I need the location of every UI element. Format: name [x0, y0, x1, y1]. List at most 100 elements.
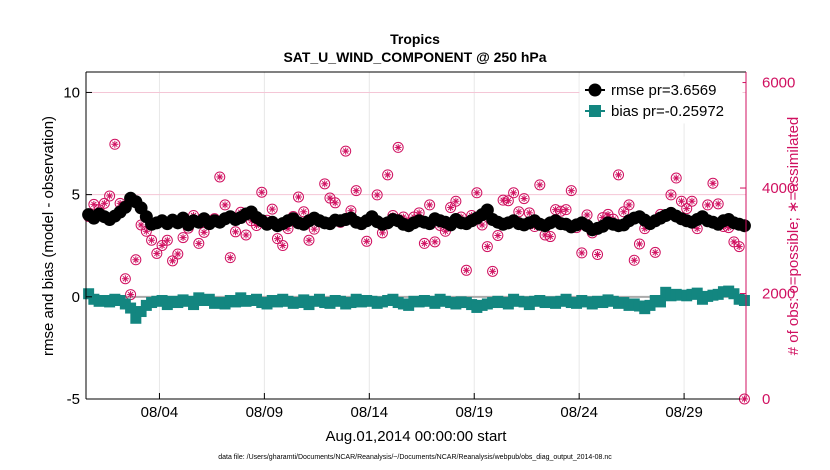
- obs-assimilated-stroke: [599, 214, 606, 221]
- obs-count-point: [130, 254, 142, 266]
- obs-possible-marker: [146, 234, 158, 246]
- obs-possible-marker: [319, 178, 331, 190]
- y-axis-right-label: # of obs: o=possible; ∗=assimilated: [785, 117, 802, 356]
- obs-count-point: [98, 197, 110, 209]
- obs-assimilated-stroke: [578, 250, 585, 256]
- obs-possible-marker: [471, 187, 483, 199]
- obs-assimilated-stroke: [148, 237, 155, 244]
- obs-possible-marker: [665, 189, 677, 201]
- obs-count-point: [413, 207, 425, 219]
- obs-assimilated-stroke: [683, 205, 690, 212]
- obs-count-point: [712, 198, 724, 210]
- legend-bias-marker: [589, 105, 601, 117]
- x-axis-label: Aug.01,2014 00:00:00 start: [326, 428, 508, 445]
- obs-count-point: [392, 141, 404, 153]
- obs-possible-marker: [613, 169, 625, 181]
- obs-assimilated-stroke: [180, 234, 186, 241]
- y-tick-label: 10: [63, 84, 80, 101]
- obs-assimilated-stroke: [704, 202, 711, 208]
- obs-assimilated-stroke: [321, 181, 328, 187]
- y-right-tick-label: 0: [762, 391, 770, 408]
- obs-count-point: [429, 236, 441, 248]
- obs-count-point: [670, 172, 682, 184]
- obs-count-point: [576, 247, 588, 259]
- obs-assimilated-stroke: [426, 202, 433, 208]
- obs-possible-marker: [487, 265, 499, 277]
- obs-count-point: [513, 206, 525, 218]
- obs-possible-marker: [592, 248, 604, 260]
- obs-assimilated-stroke: [379, 230, 386, 236]
- bias-point: [125, 302, 137, 314]
- obs-assimilated-stroke: [568, 187, 575, 194]
- obs-assimilated-stroke: [384, 172, 391, 178]
- obs-assimilated-stroke: [295, 194, 302, 200]
- obs-assimilated-stroke: [510, 189, 517, 196]
- obs-count-point: [686, 195, 698, 207]
- obs-possible-marker: [649, 246, 661, 258]
- axis-ticks: 08/04 08/09 08/14 08/19 08/24 08/29 -5 0 5 10 0 200…: [63, 75, 795, 421]
- obs-possible-marker: [130, 254, 142, 266]
- obs-assimilated-stroke: [421, 240, 428, 247]
- obs-count-point: [382, 169, 394, 181]
- obs-count-point: [161, 234, 173, 246]
- obs-assimilated-stroke: [521, 195, 527, 202]
- obs-count-point: [702, 199, 714, 211]
- obs-possible-marker: [219, 199, 231, 211]
- obs-assimilated-stroke: [258, 189, 265, 196]
- obs-possible-marker: [424, 199, 436, 211]
- obs-assimilated-stroke: [243, 232, 249, 238]
- obs-assimilated-stroke: [154, 250, 160, 257]
- obs-possible-marker: [702, 199, 714, 211]
- obs-count-point: [361, 235, 373, 247]
- obs-count-point: [230, 226, 242, 238]
- bias-point: [654, 296, 666, 308]
- obs-possible-marker: [382, 169, 394, 181]
- obs-assimilated-stroke: [101, 200, 108, 207]
- obs-assimilated-stroke: [363, 238, 370, 245]
- obs-count-point: [266, 203, 278, 215]
- obs-count-point: [271, 233, 283, 245]
- obs-assimilated-stroke: [91, 201, 97, 208]
- plot-frame: [85, 71, 747, 400]
- obs-possible-marker: [450, 195, 462, 207]
- x-tick-label: 08/19: [455, 404, 493, 421]
- obs-assimilated-stroke: [505, 197, 512, 204]
- obs-assimilated-stroke: [678, 198, 685, 205]
- obs-possible-marker: [492, 230, 504, 241]
- obs-count-point: [618, 206, 630, 218]
- obs-assimilated-stroke: [306, 237, 312, 244]
- rmse-point: [480, 203, 494, 217]
- obs-count-point: [277, 240, 289, 252]
- legend: rmse pr=3.6569 bias pr=-0.25972: [579, 76, 743, 124]
- obs-possible-marker: [686, 195, 698, 207]
- obs-count-point: [303, 234, 315, 246]
- data-marks: [82, 138, 751, 405]
- obs-assimilated-stroke: [106, 193, 113, 199]
- obs-possible-marker: [298, 206, 310, 218]
- obs-possible-marker: [418, 237, 430, 249]
- obs-possible-marker: [193, 237, 205, 249]
- obs-assimilated-stroke: [201, 229, 207, 236]
- obs-assimilated-stroke: [300, 208, 307, 215]
- obs-assimilated-stroke: [526, 210, 533, 216]
- obs-assimilated-stroke: [474, 189, 480, 196]
- obs-possible-marker: [350, 185, 362, 197]
- bias-point: [728, 288, 740, 300]
- chart-subtitle: SAT_U_WIND_COMPONENT @ 250 hPa: [283, 49, 546, 65]
- obs-possible-marker: [371, 189, 383, 201]
- obs-count-point: [560, 204, 572, 216]
- legend-box: [579, 76, 743, 124]
- obs-assimilated-stroke: [216, 174, 223, 180]
- obs-count-point: [565, 185, 577, 197]
- obs-assimilated-stroke: [636, 241, 643, 247]
- obs-count-point: [665, 189, 677, 201]
- obs-count-point: [319, 178, 331, 190]
- obs-count-point: [298, 206, 310, 218]
- obs-possible-marker: [340, 145, 352, 157]
- obs-possible-marker: [172, 248, 184, 260]
- obs-assimilated-stroke: [731, 239, 737, 245]
- obs-count-point: [502, 195, 514, 207]
- obs-count-point: [623, 199, 635, 211]
- obs-assimilated-stroke: [694, 225, 701, 232]
